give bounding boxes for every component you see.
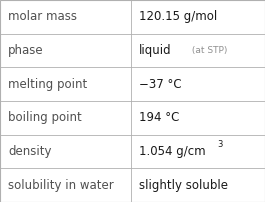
Text: solubility in water: solubility in water [8, 179, 114, 192]
Text: melting point: melting point [8, 78, 87, 91]
Text: 120.15 g/mol: 120.15 g/mol [139, 10, 217, 23]
Text: 194 °C: 194 °C [139, 111, 179, 124]
Text: density: density [8, 145, 51, 158]
Text: molar mass: molar mass [8, 10, 77, 23]
Text: −37 °C: −37 °C [139, 78, 182, 91]
Text: liquid: liquid [139, 44, 172, 57]
Text: phase: phase [8, 44, 43, 57]
Text: 1.054 g/cm: 1.054 g/cm [139, 145, 206, 158]
Text: slightly soluble: slightly soluble [139, 179, 228, 192]
Text: boiling point: boiling point [8, 111, 82, 124]
Text: 3: 3 [217, 140, 223, 149]
Text: (at STP): (at STP) [189, 46, 228, 55]
